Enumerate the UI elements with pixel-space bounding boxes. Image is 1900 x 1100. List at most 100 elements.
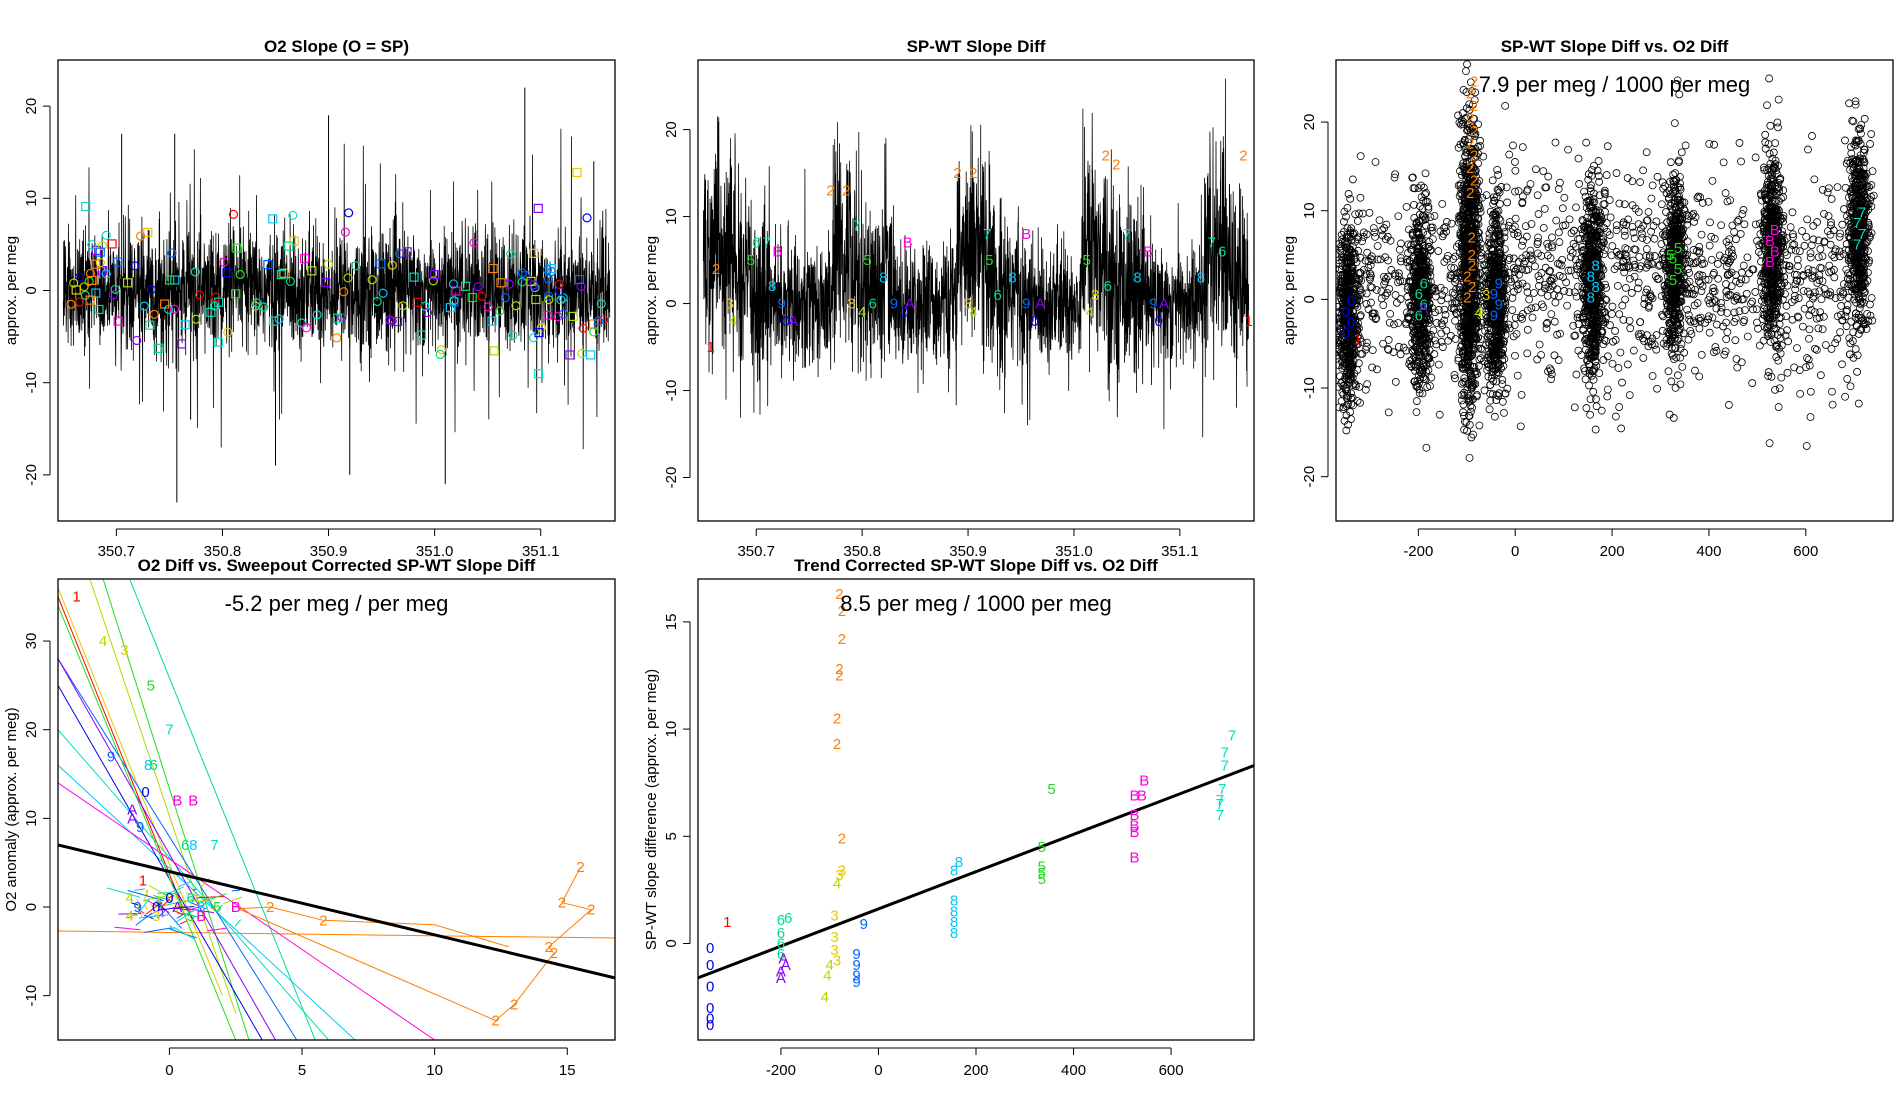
scatter-point bbox=[1347, 389, 1355, 398]
scatter-point bbox=[1804, 269, 1813, 278]
scatter-point bbox=[1813, 279, 1822, 287]
scatter-point bbox=[1759, 336, 1768, 345]
scatter-point bbox=[1831, 247, 1839, 256]
o-marker bbox=[297, 318, 307, 328]
scatter-point bbox=[1595, 177, 1604, 186]
scatter-point bbox=[1802, 442, 1811, 450]
scatter-point bbox=[1670, 355, 1678, 364]
scatter-point bbox=[1600, 250, 1608, 259]
o-marker bbox=[578, 323, 588, 333]
scatter-point bbox=[1786, 223, 1795, 232]
scatter-point bbox=[1523, 325, 1532, 334]
scatter-point bbox=[1356, 152, 1365, 161]
sp-marker bbox=[496, 278, 506, 288]
scatter-point bbox=[1814, 324, 1823, 333]
scatter-point bbox=[1377, 287, 1386, 296]
scatter-point bbox=[1363, 380, 1372, 389]
scatter-point bbox=[1420, 346, 1429, 355]
scatter-point bbox=[1468, 403, 1477, 412]
scatter-point bbox=[1394, 212, 1403, 221]
scatter-point bbox=[1420, 286, 1428, 295]
scatter-point bbox=[1796, 277, 1805, 286]
scatter-point bbox=[1705, 328, 1714, 337]
scatter-point bbox=[1500, 409, 1508, 417]
scatter-point bbox=[1650, 252, 1659, 260]
scatter-point bbox=[1527, 220, 1536, 228]
cycle-label: B bbox=[1143, 243, 1153, 260]
scatter-point bbox=[1480, 386, 1489, 395]
scatter-point bbox=[1790, 295, 1799, 304]
scatter-point bbox=[1424, 366, 1433, 374]
scatter-point bbox=[1651, 272, 1660, 281]
scatter-point bbox=[1695, 249, 1704, 257]
scatter-point bbox=[1691, 366, 1699, 375]
scatter-point bbox=[1827, 345, 1836, 353]
scatter-point bbox=[1555, 238, 1564, 246]
scatter-point bbox=[1838, 360, 1846, 369]
scatter-point bbox=[1816, 245, 1825, 253]
cycle-label: A bbox=[1159, 296, 1169, 313]
scatter-point bbox=[1543, 318, 1552, 327]
scatter-point bbox=[1498, 397, 1507, 406]
scatter-point bbox=[1438, 199, 1447, 208]
scatter-point bbox=[1519, 237, 1527, 245]
sp-marker bbox=[213, 337, 223, 347]
sp-marker bbox=[376, 259, 386, 269]
scatter-point bbox=[1605, 196, 1614, 204]
scatter-point bbox=[1550, 317, 1559, 326]
scatter-point bbox=[1723, 328, 1732, 337]
scatter-point bbox=[1339, 253, 1348, 262]
scatter-point bbox=[1421, 375, 1430, 384]
scatter-point bbox=[1362, 342, 1371, 351]
scatter-point bbox=[1338, 262, 1347, 271]
scatter-point bbox=[1422, 443, 1431, 452]
scatter-point bbox=[1394, 272, 1403, 281]
scatter-point bbox=[1827, 267, 1836, 276]
y-axis-label: approx. per meg bbox=[643, 236, 660, 345]
scatter-point bbox=[1442, 227, 1451, 236]
scatter-point bbox=[1590, 161, 1598, 170]
scatter-point bbox=[1371, 232, 1379, 241]
x-tick-label: 350.8 bbox=[204, 543, 242, 560]
cycle-label: 5 bbox=[747, 252, 755, 269]
scatter-point bbox=[1674, 371, 1682, 380]
scatter-point bbox=[1505, 254, 1514, 263]
scatter-point bbox=[1567, 266, 1575, 275]
scatter-point bbox=[1343, 259, 1352, 268]
scatter-point bbox=[1348, 175, 1357, 184]
scatter-point bbox=[1450, 290, 1459, 298]
scatter-point bbox=[1833, 183, 1842, 192]
scatter-point bbox=[1800, 241, 1809, 250]
scatter-point bbox=[1343, 391, 1352, 400]
scatter-point bbox=[1410, 237, 1419, 246]
scatter-point bbox=[1410, 200, 1418, 209]
scatter-point bbox=[1369, 224, 1378, 233]
scatter-point bbox=[1649, 221, 1658, 230]
y-tick-label: -20 bbox=[23, 464, 40, 486]
scatter-point bbox=[1402, 202, 1411, 211]
scatter-point bbox=[1625, 316, 1634, 325]
scatter-point bbox=[1531, 165, 1540, 174]
scatter-point bbox=[1431, 287, 1440, 296]
o-marker bbox=[340, 227, 350, 237]
scatter-point bbox=[1830, 273, 1839, 282]
scatter-point bbox=[1775, 384, 1784, 393]
cycle-label: 6 bbox=[752, 235, 760, 252]
scatter-point bbox=[1525, 295, 1534, 304]
o-marker bbox=[139, 301, 149, 311]
scatter-point bbox=[1805, 361, 1814, 370]
scatter-point bbox=[1438, 291, 1447, 300]
scatter-point bbox=[1383, 289, 1392, 297]
scatter-point bbox=[1534, 210, 1543, 218]
cycle-label: 7 bbox=[763, 235, 771, 252]
scatter-point bbox=[1722, 335, 1731, 344]
scatter-point bbox=[1518, 254, 1527, 263]
scatter-point bbox=[1835, 252, 1844, 261]
scatter-point bbox=[1634, 220, 1643, 229]
scatter-point bbox=[1638, 234, 1647, 242]
scatter-point bbox=[1542, 319, 1551, 328]
scatter-point bbox=[1345, 250, 1354, 259]
scatter-point bbox=[1647, 340, 1656, 349]
scatter-point bbox=[1336, 338, 1341, 347]
o-marker bbox=[469, 238, 479, 248]
